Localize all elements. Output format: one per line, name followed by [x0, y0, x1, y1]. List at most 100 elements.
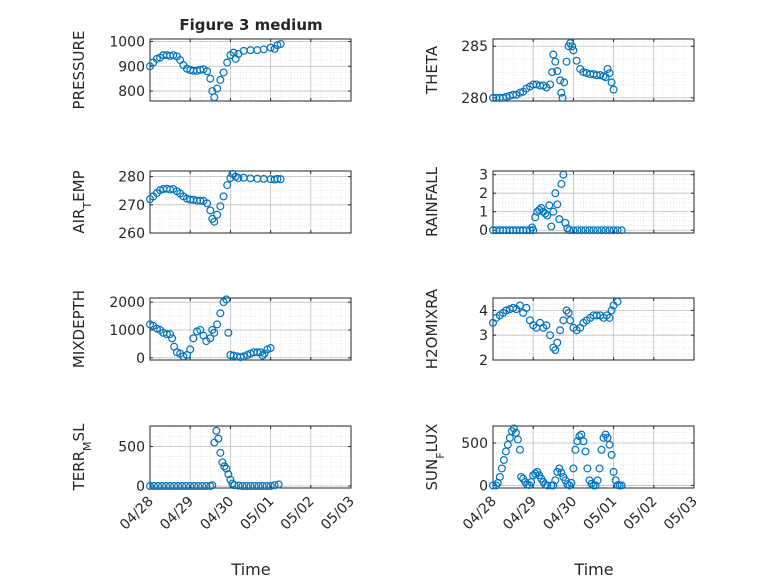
data-point	[548, 68, 557, 77]
data-point	[607, 450, 616, 459]
y-tick-label: 0	[479, 478, 488, 494]
y-axis-label: MIXDEPTH	[70, 290, 88, 368]
data-point	[210, 328, 219, 337]
data-point	[562, 57, 571, 66]
subplot-mixdepth: 0 1000 2000 MIXDEPTH	[70, 290, 352, 368]
y-tick-label: 1000	[109, 34, 145, 50]
data-point	[569, 464, 578, 473]
data-point	[224, 328, 233, 337]
data-point	[242, 482, 251, 491]
data-point	[222, 464, 231, 473]
data-point	[553, 338, 562, 347]
data-point	[547, 222, 556, 231]
data-point	[564, 308, 573, 317]
data-point	[210, 217, 219, 226]
data-point	[529, 226, 538, 235]
data-point	[562, 306, 571, 315]
data-point	[258, 351, 267, 360]
data-point	[246, 482, 255, 491]
data-point	[214, 434, 223, 443]
data-point	[601, 73, 610, 82]
data-point	[517, 472, 526, 481]
data-point	[226, 174, 235, 183]
data-point	[168, 334, 177, 343]
data-point	[216, 202, 225, 211]
subplot-pressure: 800 900 1000 PRESSURE	[70, 31, 352, 110]
data-point	[276, 39, 285, 48]
axes-box	[492, 297, 695, 361]
y-tick-label: 3	[479, 168, 488, 184]
data-point	[213, 320, 222, 329]
data-point	[212, 426, 221, 435]
y-tick-label: 2	[479, 353, 488, 369]
data-point	[545, 201, 554, 210]
data-point	[254, 482, 263, 491]
data-point	[206, 334, 215, 343]
data-point	[509, 90, 518, 99]
data-point	[581, 447, 590, 456]
data-point	[178, 482, 187, 491]
y-axis-label: SUNFLUX	[423, 424, 447, 491]
figure-title: Figure 3 medium	[179, 16, 322, 34]
data-point	[593, 476, 602, 485]
data-point	[591, 481, 600, 490]
data-point	[611, 476, 620, 485]
data-point	[549, 207, 558, 216]
data-point	[166, 482, 175, 491]
data-point	[595, 464, 604, 473]
subplot-air-temp: 260 270 280 AIRTEMP	[70, 170, 352, 242]
data-point	[276, 175, 285, 184]
data-point	[605, 69, 614, 78]
data-point	[158, 482, 167, 491]
data-point	[605, 226, 614, 235]
x-axis-label-left: Time	[230, 560, 270, 579]
data-point	[571, 445, 580, 454]
y-tick-label: 285	[461, 39, 488, 55]
data-point	[551, 57, 560, 66]
data-point	[507, 427, 516, 436]
data-point	[162, 330, 171, 339]
data-point	[587, 479, 596, 488]
data-point	[546, 331, 555, 340]
data-point	[223, 58, 232, 67]
data-point	[556, 76, 565, 85]
data-point	[234, 174, 243, 183]
data-point	[603, 64, 612, 73]
data-point	[224, 470, 233, 479]
y-tick-label: 0	[479, 223, 488, 239]
data-point	[502, 306, 511, 315]
data-point	[239, 352, 248, 361]
data-point	[213, 210, 222, 219]
data-point	[601, 226, 610, 235]
data-point	[146, 482, 155, 491]
data-point	[495, 472, 504, 481]
data-point	[557, 88, 566, 97]
y-tick-label: 1000	[109, 323, 145, 339]
data-point	[607, 78, 616, 87]
data-point	[573, 226, 582, 235]
y-axis-label: RAINFALL	[423, 166, 441, 237]
y-tick-label: 2	[479, 186, 488, 202]
data-point	[609, 85, 618, 94]
data-point	[166, 330, 175, 339]
data-point	[607, 306, 616, 315]
y-tick-label: 500	[461, 436, 488, 452]
data-point	[190, 482, 199, 491]
y-tick-label: 280	[461, 91, 488, 107]
y-axis-label: PRESSURE	[70, 31, 88, 110]
y-tick-label: 2000	[109, 295, 145, 311]
data-point	[535, 205, 544, 214]
data-point	[556, 326, 565, 335]
y-tick-label: 0	[136, 479, 145, 495]
data-point	[186, 482, 195, 491]
y-tick-label: 1	[479, 205, 488, 221]
data-point	[555, 215, 564, 224]
data-point	[206, 74, 215, 83]
data-point	[250, 482, 259, 491]
data-point	[566, 316, 575, 325]
data-point	[531, 469, 540, 478]
data-point	[605, 440, 614, 449]
data-point	[216, 75, 225, 84]
data-point	[555, 464, 564, 473]
y-axis-label: AIRTEMP	[70, 170, 94, 233]
